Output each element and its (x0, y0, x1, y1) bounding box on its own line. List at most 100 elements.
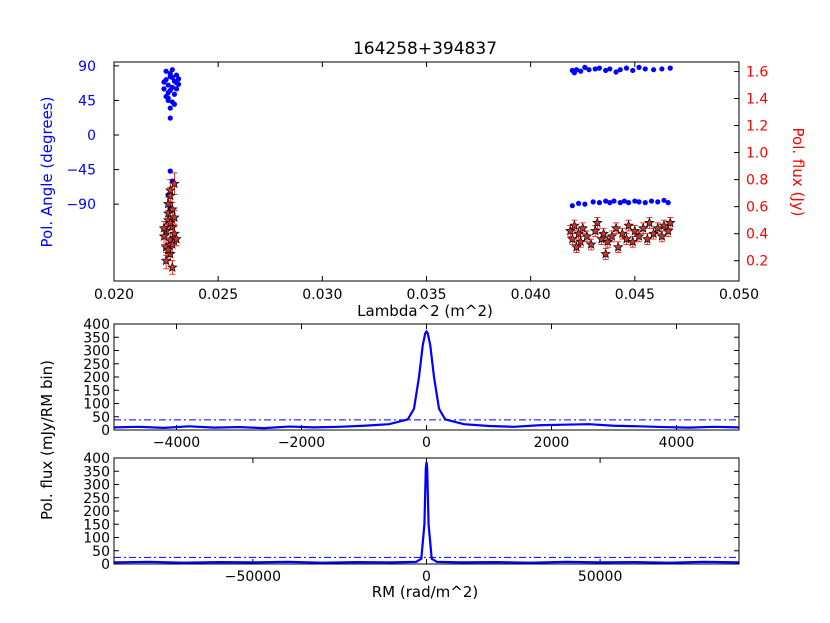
flux-point (621, 233, 632, 244)
flux-point (162, 198, 174, 209)
angle-point (636, 199, 642, 205)
angle-point (623, 65, 630, 71)
y2-tick-label: 0.6 (746, 200, 768, 216)
plot-frame (113, 61, 740, 282)
y-tick-label: 100 (83, 531, 110, 547)
y2-tick-label: 1.2 (746, 119, 768, 135)
y-tick-label: 300 (83, 344, 110, 360)
flux-point (169, 178, 180, 189)
x-tick-label: 0.035 (406, 287, 446, 303)
flux-point (600, 248, 611, 259)
flux-point (164, 184, 176, 195)
angle-point (169, 99, 175, 105)
angle-point (569, 203, 575, 209)
angle-point (167, 105, 173, 111)
y-tick-label: 150 (83, 383, 110, 399)
shared-y-axis-label: Pol. flux (mJy/RM bin) (38, 360, 56, 520)
angle-point (169, 84, 175, 90)
y2-tick-label: 1.6 (746, 64, 768, 80)
flux-point (606, 230, 618, 241)
angle-point (592, 66, 598, 72)
angle-point (607, 66, 613, 72)
flux-point (662, 225, 674, 236)
angle-point (167, 115, 173, 121)
x-axis-ticks: −50000 0 50000 (225, 458, 622, 585)
y2-tick-label: 1.0 (746, 146, 768, 162)
y-tick-label: 0 (101, 557, 110, 573)
plot-frame (113, 323, 740, 431)
flux-point (633, 230, 645, 241)
flux-point (585, 238, 597, 249)
y-tick-label: 0 (87, 128, 96, 144)
x-tick-label: 0.040 (511, 287, 551, 303)
y-tick-label: 350 (83, 330, 110, 346)
angle-point (642, 200, 648, 206)
flux-point (160, 255, 172, 266)
y-tick-label: 50 (92, 544, 110, 560)
angle-point (611, 198, 617, 204)
angle-point (163, 68, 169, 74)
x-axis-ticks: 0.020 0.025 0.030 0.035 0.040 0.045 0.050 (94, 62, 759, 303)
angle-point (582, 64, 588, 70)
flux-point (164, 190, 176, 201)
angle-point (596, 65, 603, 71)
flux-point (167, 203, 178, 214)
angle-point (625, 200, 632, 206)
angle-point (603, 198, 609, 204)
flux-point (592, 217, 603, 228)
angle-point (165, 95, 171, 101)
y-tick-label: 150 (83, 517, 110, 533)
x-tick-label: 0.020 (94, 287, 134, 303)
flux-point (623, 220, 634, 231)
flux-point (652, 222, 664, 233)
angle-point (578, 68, 584, 74)
y-tick-label: −90 (66, 197, 96, 213)
angle-series (161, 64, 673, 211)
flux-point (167, 238, 178, 249)
rm-spectrum-line (113, 329, 740, 430)
right-axis-ticks: 0.2 0.4 0.6 0.8 1.0 1.2 1.4 1.6 (734, 64, 768, 270)
flux-point (564, 225, 576, 236)
x-tick-label: 0.045 (615, 287, 655, 303)
x-axis-ticks: −4000 −2000 0 2000 4000 (153, 324, 694, 451)
flux-point (612, 241, 624, 252)
angle-point (667, 65, 673, 71)
y-tick-label: 250 (83, 357, 110, 373)
x-tick-label: 2000 (534, 435, 570, 451)
angle-point (617, 67, 623, 73)
y-tick-label: 200 (83, 504, 110, 520)
angle-point (630, 67, 636, 74)
y-tick-label: 100 (83, 397, 110, 413)
flux-point (158, 222, 170, 233)
angle-point (617, 200, 623, 206)
rm-spectrum-line (113, 461, 740, 564)
angle-point (175, 81, 182, 87)
y-tick-label: 300 (83, 478, 110, 494)
flux-point (596, 233, 607, 244)
flux-point (658, 220, 670, 231)
angle-point (632, 198, 638, 204)
right-axis-label: Pol. flux (Jy) (789, 128, 807, 217)
flux-series (158, 178, 676, 272)
flux-point (648, 228, 659, 239)
angle-point (648, 198, 655, 204)
flux-point (610, 222, 622, 233)
x-tick-label: 0 (422, 569, 431, 585)
angle-point (169, 67, 175, 73)
angle-point (175, 76, 182, 82)
y2-tick-label: 0.4 (746, 227, 768, 243)
angle-point (167, 168, 173, 174)
angle-point (582, 201, 588, 207)
x-tick-label: 0.025 (198, 287, 238, 303)
x-tick-label: −2000 (278, 435, 325, 451)
flux-point (602, 236, 614, 247)
angle-point (161, 79, 167, 85)
angle-point (590, 199, 596, 205)
angle-point (173, 86, 180, 92)
flux-point (164, 217, 176, 228)
flux-point (629, 225, 641, 236)
flux-point (644, 217, 655, 228)
y2-tick-label: 0.2 (746, 254, 768, 270)
